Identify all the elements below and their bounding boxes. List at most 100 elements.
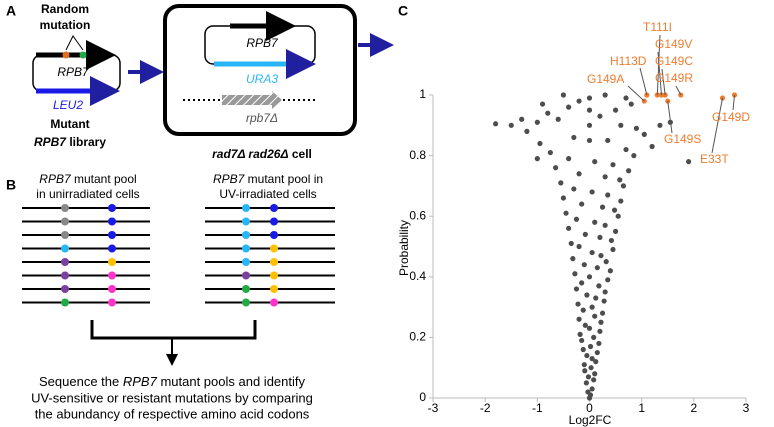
- point-label: E33T: [700, 152, 729, 166]
- y-tick-label: 0.6: [409, 208, 426, 222]
- point: [594, 349, 600, 356]
- y-axis-label: Probability: [397, 220, 411, 276]
- panel-c: C Probability Log2FC 0 0.2 0.4 0.6 0.8 1 -3 -2 -…: [397, 3, 750, 427]
- panel-letter: C: [398, 3, 408, 19]
- point: [579, 280, 585, 286]
- point: [593, 359, 599, 365]
- point: [585, 374, 592, 380]
- point: [602, 174, 608, 180]
- point: [615, 213, 621, 219]
- point: [560, 92, 567, 98]
- point: [623, 95, 629, 101]
- point-label: G149C: [655, 54, 693, 68]
- point: [623, 146, 629, 153]
- point: [563, 210, 569, 216]
- gene: RPB7: [213, 172, 246, 186]
- point-label: G149A: [587, 72, 624, 86]
- y-tick-label: 0.4: [409, 269, 426, 283]
- point: [508, 122, 514, 128]
- codon-dot: [270, 217, 278, 226]
- point: [605, 192, 611, 198]
- point: [545, 110, 551, 116]
- point-label: G149R: [655, 71, 693, 85]
- label: UV-sensitive or resistant mutations by c…: [31, 390, 313, 405]
- genotype: rad7Δ rad26Δ: [212, 147, 288, 161]
- marker-label: URA3: [246, 72, 278, 86]
- point: [608, 237, 615, 244]
- point: [571, 134, 577, 141]
- point: [593, 295, 599, 301]
- point: [534, 156, 540, 162]
- point: [573, 216, 580, 222]
- point: [579, 201, 585, 207]
- codon-dot: [270, 244, 278, 253]
- point: [597, 113, 603, 119]
- word: library: [69, 135, 106, 149]
- label: Mutant: [50, 117, 89, 131]
- point: [596, 340, 602, 347]
- panel-letter: B: [6, 177, 16, 193]
- point-label: G149D: [712, 110, 750, 124]
- point-label: G149S: [664, 132, 701, 146]
- point: [599, 204, 606, 210]
- point: [586, 95, 593, 101]
- label: RPB7 mutant pool: [39, 172, 136, 186]
- codon-dot: [108, 298, 116, 307]
- point: [589, 249, 595, 256]
- text: mutant pool: [74, 172, 137, 186]
- leader-line: [639, 67, 648, 96]
- mutation-dot: [79, 51, 87, 59]
- point: [566, 225, 572, 231]
- codon-dot: [242, 298, 250, 307]
- gene-label: RPB7: [246, 36, 279, 50]
- point: [584, 292, 590, 298]
- point: [588, 365, 594, 371]
- point: [610, 162, 616, 168]
- gene-label: RPB7: [57, 65, 90, 79]
- point: [582, 368, 588, 374]
- y-tick-label: 1: [419, 87, 426, 101]
- point: [592, 371, 598, 377]
- point: [618, 122, 624, 128]
- point: [633, 125, 640, 131]
- point: [568, 240, 574, 247]
- point: [586, 137, 593, 144]
- x-tick-label: 0: [586, 401, 593, 415]
- deleted-gene: [222, 91, 282, 109]
- leader-line: [667, 100, 673, 134]
- point: [576, 243, 582, 250]
- codon-dot: [242, 244, 250, 253]
- point: [581, 262, 587, 268]
- cell-label: rad7Δ rad26Δ cell: [212, 147, 312, 161]
- point: [678, 92, 684, 98]
- codon-dot: [270, 271, 278, 280]
- text: Sequence the: [39, 374, 119, 389]
- codon-dot: [270, 204, 278, 212]
- codon-dot: [242, 231, 250, 239]
- gene: RPB7: [39, 172, 72, 186]
- point: [617, 177, 623, 183]
- x-axis-label: Log2FC: [569, 413, 612, 427]
- point: [607, 268, 613, 274]
- point: [605, 277, 611, 283]
- label: in unirradiated cells: [36, 187, 139, 201]
- x-tick-label: -3: [428, 401, 439, 415]
- point: [573, 286, 580, 292]
- x-tick-label: 1: [638, 401, 645, 415]
- point: [589, 386, 595, 392]
- point: [591, 377, 597, 383]
- codon-dot: [108, 217, 116, 226]
- text: mutant pools and identify: [160, 374, 305, 389]
- point: [610, 246, 616, 253]
- point: [566, 156, 572, 162]
- codon-dot: [242, 258, 250, 266]
- cell: [163, 4, 357, 136]
- bracket: [90, 320, 257, 340]
- point: [577, 331, 583, 337]
- point: [662, 92, 668, 98]
- codon-dot: [270, 285, 278, 293]
- point: [602, 92, 608, 98]
- point: [589, 304, 595, 310]
- point: [572, 271, 578, 277]
- point: [605, 137, 611, 144]
